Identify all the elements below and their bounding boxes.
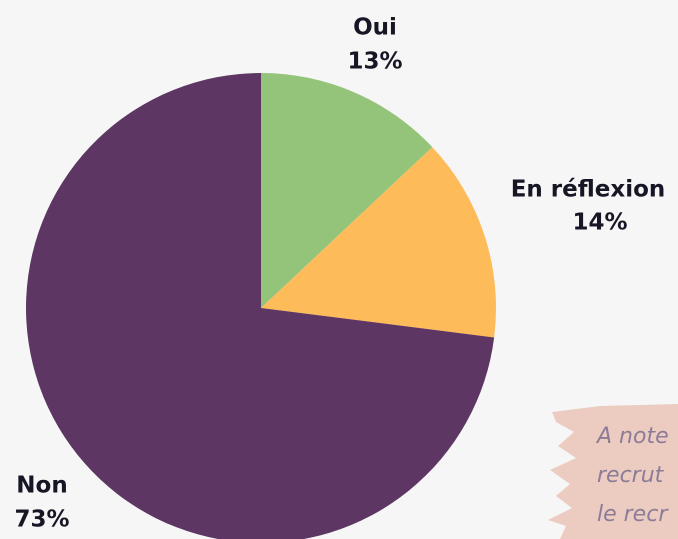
annotation: recrut xyxy=(597,463,665,488)
slice-value-label: 14% xyxy=(572,210,627,236)
slice-value-label: 13% xyxy=(347,49,402,75)
annotation: le recr xyxy=(597,502,669,527)
brush-stroke xyxy=(548,404,678,539)
slice-label: Oui xyxy=(353,15,397,41)
slice-label: Non xyxy=(16,473,67,499)
slice-label: En réflexion xyxy=(511,177,666,203)
slice-value-label: 73% xyxy=(14,507,69,533)
pie-slice xyxy=(26,73,495,539)
annotation: A note xyxy=(595,424,669,449)
pie-slice xyxy=(261,73,433,308)
pie-slice xyxy=(261,147,496,338)
